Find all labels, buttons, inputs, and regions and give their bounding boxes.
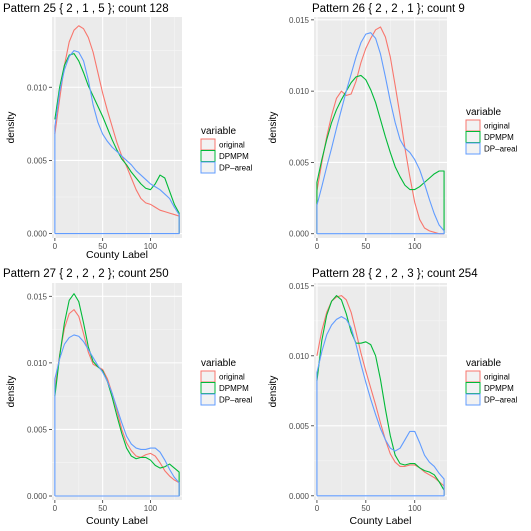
chart-panel-1: Pattern 25 { 2 , 1 , 5 }; count 128 0.000… <box>3 3 253 261</box>
legend-label: DP–areal <box>219 396 253 405</box>
y-tick-label: 0.010 <box>27 359 48 368</box>
x-tick-label: 100 <box>144 242 158 251</box>
legend-label: original <box>484 122 510 131</box>
legend: variable original DPMPM DP–areal <box>465 107 518 155</box>
legend-label: DPMPM <box>219 384 249 393</box>
legend-key <box>200 138 216 151</box>
chart-panel-3: Pattern 27 { 2 , 2 , 2 }; count 250 0.000… <box>3 268 253 527</box>
y-tick-label: 0.000 <box>289 230 310 239</box>
legend: variable original DPMPM DP–areal <box>465 358 518 406</box>
legend-title: variable <box>466 107 501 118</box>
series-line-original <box>54 309 180 497</box>
legend-key <box>465 370 481 383</box>
x-tick-label: 0 <box>53 242 58 251</box>
y-tick-label: 0.015 <box>289 16 310 25</box>
plot-background <box>314 17 447 238</box>
series-line-dpmpm <box>316 295 445 496</box>
legend-label: DPMPM <box>484 133 514 142</box>
legend-title: variable <box>201 358 236 369</box>
y-tick-label: 0.010 <box>27 83 48 92</box>
y-tick-label: 0.000 <box>289 492 310 501</box>
x-axis-label: County Label <box>86 249 148 261</box>
x-tick-label: 0 <box>53 504 58 513</box>
y-tick-label: 0.000 <box>27 492 48 501</box>
y-tick-label: 0.000 <box>27 230 48 239</box>
legend: variable original DPMPM DP–areal <box>200 126 253 174</box>
series-line-original <box>54 25 180 234</box>
x-tick-label: 50 <box>361 504 370 513</box>
plot-background <box>314 283 447 500</box>
x-axis-label: County Label <box>350 515 412 527</box>
legend-key <box>200 161 216 174</box>
y-tick-label: 0.005 <box>27 425 48 434</box>
legend: variable original DPMPM DP–areal <box>200 358 253 406</box>
legend-key <box>200 370 216 383</box>
legend-label: DP–areal <box>484 145 518 154</box>
x-tick-label: 100 <box>408 504 422 513</box>
x-axis-label: County Label <box>86 515 148 527</box>
x-tick-label: 0 <box>315 242 320 251</box>
legend-label: DPMPM <box>484 384 514 393</box>
series-line-original <box>316 26 445 235</box>
legend-label: DP–areal <box>484 396 518 405</box>
legend-key <box>465 131 481 143</box>
y-axis-label: density <box>268 112 279 144</box>
chart-title: Pattern 28 { 2 , 2 , 3 }; count 254 <box>312 268 478 280</box>
legend-key <box>200 393 216 406</box>
chart-panel-4: Pattern 28 { 2 , 2 , 3 }; count 254 0.000… <box>268 268 518 527</box>
y-tick-label: 0.015 <box>27 292 48 301</box>
x-tick-label: 50 <box>98 504 107 513</box>
y-tick-label: 0.015 <box>289 282 310 291</box>
y-axis-label: density <box>6 112 17 144</box>
series-line-dp-areal <box>316 32 445 235</box>
legend-key <box>465 119 481 132</box>
series-line-original <box>316 295 445 496</box>
series-line-dpmpm <box>316 74 445 234</box>
legend-label: original <box>219 141 245 150</box>
y-axis-label: density <box>6 376 17 408</box>
legend-label: DPMPM <box>219 152 249 161</box>
series-line-dpmpm <box>54 293 180 497</box>
legend-key <box>465 142 481 155</box>
x-tick-label: 50 <box>98 242 107 251</box>
legend-title: variable <box>201 126 236 137</box>
x-tick-label: 0 <box>315 504 320 513</box>
series-line-dp-areal <box>316 316 445 497</box>
y-tick-label: 0.005 <box>289 158 310 167</box>
legend-label: DP–areal <box>219 164 253 173</box>
legend-label: original <box>484 373 510 382</box>
legend-key <box>465 393 481 406</box>
y-tick-label: 0.005 <box>289 422 310 431</box>
legend-key <box>465 382 481 394</box>
legend-label: original <box>219 373 245 382</box>
y-axis-label: density <box>268 376 279 408</box>
x-tick-label: 50 <box>361 242 370 251</box>
chart-panel-2: Pattern 26 { 2 , 2 , 1 }; count 9 0.000 0.… <box>268 3 518 251</box>
chart-title: Pattern 27 { 2 , 2 , 2 }; count 250 <box>3 268 169 280</box>
y-tick-label: 0.010 <box>289 87 310 96</box>
y-tick-label: 0.005 <box>27 156 48 165</box>
chart-title: Pattern 25 { 2 , 1 , 5 }; count 128 <box>3 3 169 15</box>
x-tick-label: 100 <box>144 504 158 513</box>
plot-background <box>52 17 182 238</box>
legend-key <box>200 382 216 394</box>
x-tick-label: 100 <box>408 242 422 251</box>
chart-title: Pattern 26 { 2 , 2 , 1 }; count 9 <box>312 3 465 15</box>
series-line-dp-areal <box>54 50 180 235</box>
series-line-dp-areal <box>54 334 180 497</box>
legend-key <box>200 150 216 162</box>
y-tick-label: 0.010 <box>289 352 310 361</box>
legend-title: variable <box>466 358 501 369</box>
